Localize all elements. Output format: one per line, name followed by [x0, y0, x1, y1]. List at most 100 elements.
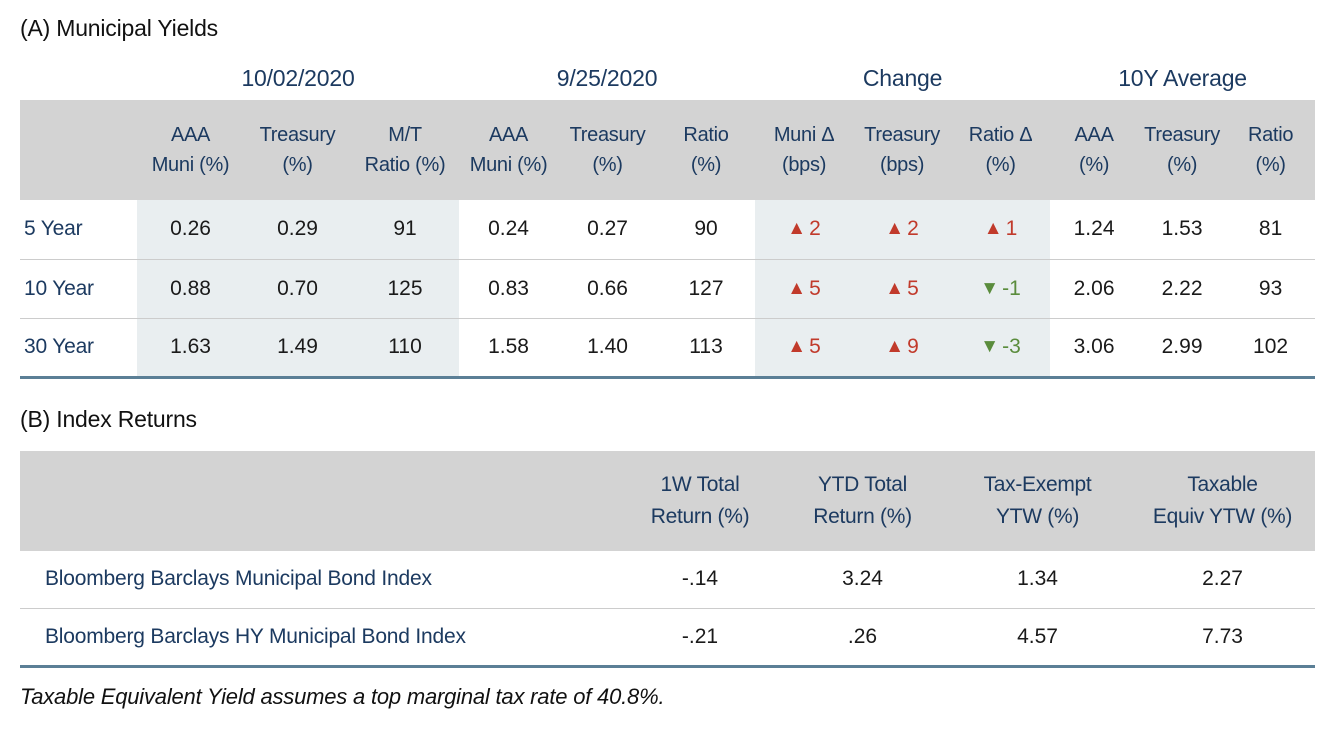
- table-cell: ▲ 2: [755, 200, 853, 259]
- municipal-yields-body: 5 Year 0.26 0.29 91 0.24 0.27 90 ▲ 2 ▲ 2 ▲ 1 1.24 1.53…: [20, 200, 1316, 379]
- column-header-line: Treasury: [569, 124, 646, 146]
- column-header-line: Treasury: [259, 124, 336, 146]
- column-header-line: Equiv YTW (%): [1152, 504, 1293, 528]
- corner-cell: [20, 44, 137, 100]
- column-header-cell: M/T Ratio (%): [351, 100, 460, 200]
- index-returns-table: 1W Total Return (%) YTD Total Return (%) Tax…: [20, 450, 1315, 668]
- table-cell: ▲ 5: [755, 317, 854, 379]
- column-header-line: Return (%): [813, 504, 912, 528]
- column-header-line: (%): [1166, 154, 1198, 176]
- group-header-3: Change: [755, 44, 1051, 100]
- index-returns-header-row: 1W Total Return (%) YTD Total Return (%) Tax…: [20, 450, 1315, 551]
- table-cell: 1.34: [1017, 567, 1058, 591]
- column-header-cell: AAA (%): [1050, 100, 1139, 200]
- table-cell: 110: [351, 317, 460, 379]
- table-cell: 1.53: [1161, 217, 1203, 241]
- column-header-line: YTD Total: [817, 473, 908, 496]
- row-label: 10 Year: [20, 258, 137, 318]
- table-cell: ▲ 5: [755, 258, 854, 318]
- change-value: 2: [907, 217, 919, 241]
- table-cell: 2.06: [1050, 258, 1139, 318]
- table-cell: ▼ -1: [951, 258, 1051, 318]
- column-header-line: Ratio: [1247, 124, 1294, 146]
- table-cell: 4.57: [945, 608, 1130, 668]
- up-triangle-icon: ▲: [983, 218, 1003, 240]
- column-header-line: Ratio Δ: [968, 124, 1033, 146]
- table-cell: 2.99: [1138, 317, 1227, 379]
- change-value: 1: [1005, 217, 1018, 241]
- table-cell: 7.73: [1130, 608, 1315, 668]
- change-value: 5: [809, 335, 821, 358]
- column-header-cell: Taxable Equiv YTW (%): [1130, 450, 1315, 551]
- row-label: 5 Year: [20, 200, 137, 259]
- column-header-line: (bps): [782, 154, 827, 176]
- column-header-cell: Muni Δ (bps): [755, 100, 854, 200]
- column-header-line: (%): [282, 154, 313, 176]
- table-cell: 81: [1258, 217, 1283, 241]
- municipal-yields-table: 10/02/2020 9/25/2020 Change 10Y Average AAA…: [20, 44, 1316, 379]
- change-value: -3: [1002, 335, 1021, 358]
- change-value: 5: [809, 276, 821, 300]
- up-triangle-icon: ▲: [787, 277, 807, 299]
- table-cell: 0.83: [459, 258, 559, 318]
- change-value: 9: [907, 335, 919, 358]
- table-cell: ▲ 5: [853, 258, 952, 318]
- column-header-cell: Treasury (%): [244, 100, 351, 200]
- table-cell: 0.29: [277, 217, 318, 241]
- table-cell: ▼ -3: [951, 317, 1051, 379]
- table-cell: 102: [1226, 317, 1316, 379]
- table-cell: 1.63: [137, 317, 244, 379]
- column-header-line: (%): [1078, 154, 1110, 176]
- column-header-cell: 1W Total Return (%): [620, 450, 780, 551]
- group-header-row: 10/02/2020 9/25/2020 Change 10Y Average: [20, 44, 1316, 100]
- column-header-line: Tax-Exempt: [983, 473, 1092, 496]
- table-row: 30 Year 1.63 1.49 110 1.58 1.40 113 ▲ 5 ▲ 9 ▼ -3 3.06…: [20, 317, 1316, 379]
- column-header-line: 1W Total: [660, 473, 740, 496]
- table-row: Bloomberg Barclays Municipal Bond Index -…: [20, 551, 1315, 609]
- row-label-header-cell: [20, 450, 620, 551]
- column-header-row: AAA Muni (%) Treasury (%) M/T Ratio (%) AAA Mun…: [20, 100, 1316, 200]
- table-cell: 3.06: [1050, 317, 1139, 379]
- group-header-4: 10Y Average: [1050, 44, 1316, 100]
- table-cell: .26: [780, 608, 945, 668]
- change-value: -1: [1002, 276, 1021, 300]
- change-value: 2: [809, 217, 821, 241]
- up-triangle-icon: ▲: [787, 218, 807, 240]
- table-row: Bloomberg Barclays HY Municipal Bond Ind…: [20, 608, 1315, 668]
- table-cell: -.21: [620, 608, 780, 668]
- table-cell: 0.70: [244, 258, 351, 318]
- column-header-cell: Tax-Exempt YTW (%): [945, 450, 1130, 551]
- footnote: Taxable Equivalent Yield assumes a top m…: [20, 684, 665, 709]
- table-a-title: (A) Municipal Yields: [20, 15, 218, 41]
- index-returns-body: Bloomberg Barclays Municipal Bond Index -…: [20, 551, 1315, 668]
- column-header-cell: Treasury (bps): [853, 100, 952, 200]
- column-header-line: AAA: [1074, 124, 1114, 146]
- down-triangle-icon: ▼: [980, 277, 1000, 299]
- group-header-2: 9/25/2020: [459, 44, 756, 100]
- index-name: Bloomberg Barclays HY Municipal Bond Ind…: [20, 608, 620, 668]
- table-cell: 2.22: [1138, 258, 1227, 318]
- table-cell: 93: [1226, 258, 1316, 318]
- column-header-cell: YTD Total Return (%): [780, 450, 945, 551]
- column-header-line: (%): [592, 154, 623, 176]
- table-cell: 0.24: [488, 217, 529, 241]
- table-cell: ▲ 2: [853, 200, 951, 259]
- table-cell: 0.88: [137, 258, 244, 318]
- down-triangle-icon: ▼: [980, 336, 1000, 357]
- column-header-line: Return (%): [650, 504, 750, 528]
- column-header-line: (%): [985, 154, 1016, 176]
- table-row: 10 Year 0.88 0.70 125 0.83 0.66 127 ▲ 5 ▲ 5 ▼ -1 2.06…: [20, 258, 1316, 318]
- table-b-title: (B) Index Returns: [20, 405, 197, 432]
- column-header-cell: Ratio (%): [657, 100, 756, 200]
- group-header-1: 10/02/2020: [137, 44, 460, 100]
- up-triangle-icon: ▲: [885, 277, 905, 299]
- column-header-cell: Treasury (%): [558, 100, 658, 200]
- table-cell: 127: [657, 258, 756, 318]
- up-triangle-icon: ▲: [885, 218, 905, 240]
- column-header-cell: Ratio (%): [1226, 100, 1316, 200]
- table-cell: ▲ 9: [853, 317, 952, 379]
- up-triangle-icon: ▲: [885, 336, 905, 357]
- table-cell: 125: [351, 258, 460, 318]
- column-header-line: AAA: [170, 124, 211, 146]
